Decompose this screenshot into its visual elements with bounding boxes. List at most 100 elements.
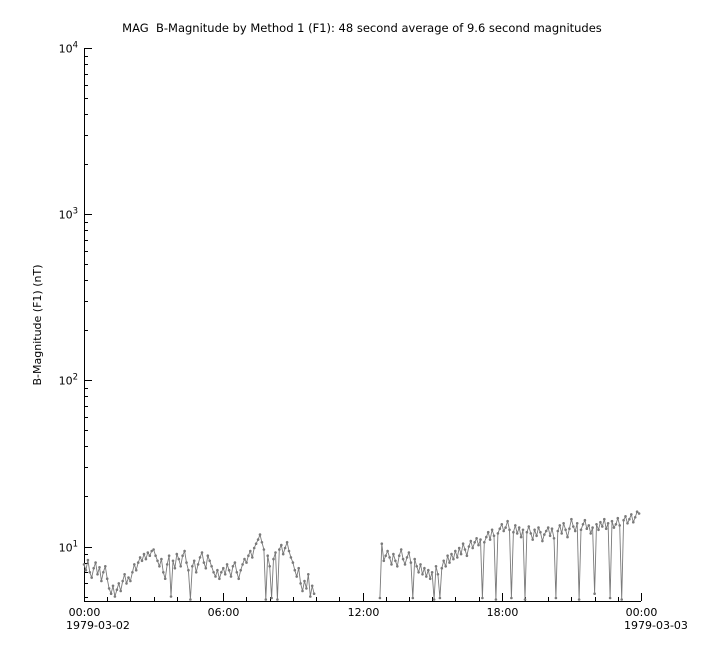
data-point-marker xyxy=(587,524,591,527)
data-point-marker xyxy=(583,518,587,522)
x-tick-label: 00:00 xyxy=(626,606,658,619)
data-point-marker xyxy=(173,566,177,570)
y-tick-label: 104 xyxy=(59,41,78,56)
data-point-marker xyxy=(100,579,103,583)
data-point-marker xyxy=(502,529,506,533)
data-point-marker xyxy=(227,568,231,572)
x-tick-label: 06:00 xyxy=(208,606,240,619)
data-point-marker xyxy=(169,595,173,598)
data-point-marker xyxy=(407,551,411,554)
data-point-marker xyxy=(566,535,569,539)
data-point-marker xyxy=(310,584,314,588)
data-point-marker xyxy=(401,557,405,561)
data-point-marker xyxy=(533,528,536,532)
data-point-marker xyxy=(212,571,215,574)
data-point-marker xyxy=(506,519,509,523)
data-point-marker xyxy=(183,549,186,553)
data-point-marker xyxy=(129,579,132,583)
data-point-marker xyxy=(179,565,182,568)
data-point-marker xyxy=(386,549,389,553)
data-point-marker xyxy=(514,524,517,527)
data-point-marker xyxy=(614,523,618,526)
data-point-marker xyxy=(272,557,275,561)
data-point-marker xyxy=(150,549,153,553)
data-point-marker xyxy=(399,548,403,551)
data-point-marker xyxy=(262,548,266,551)
data-point-marker xyxy=(206,554,210,557)
data-point-marker xyxy=(456,556,459,559)
data-point-marker xyxy=(104,565,107,568)
data-point-marker xyxy=(616,516,620,520)
data-point-marker xyxy=(425,575,428,578)
data-point-marker xyxy=(214,575,217,578)
data-point-marker xyxy=(544,529,548,533)
data-point-marker xyxy=(264,598,268,601)
data-point-marker xyxy=(628,517,631,521)
data-point-marker xyxy=(171,559,175,563)
data-point-marker xyxy=(189,598,192,601)
data-point-marker xyxy=(477,543,480,547)
data-point-marker xyxy=(295,575,299,578)
data-point-marker xyxy=(483,541,486,544)
data-line xyxy=(83,533,315,600)
data-point-marker xyxy=(572,525,575,528)
data-point-marker xyxy=(229,575,233,578)
data-point-marker xyxy=(241,563,244,566)
data-point-marker xyxy=(434,565,438,568)
data-point-marker xyxy=(390,563,393,566)
data-point-marker xyxy=(131,571,134,574)
data-point-marker xyxy=(378,596,382,600)
data-point-marker xyxy=(202,561,206,564)
data-point-marker xyxy=(260,541,264,544)
data-point-marker xyxy=(384,554,388,557)
data-point-marker xyxy=(220,571,223,574)
data-point-marker xyxy=(113,595,117,598)
data-point-marker xyxy=(299,582,302,585)
data-point-marker xyxy=(146,551,150,554)
data-point-marker xyxy=(305,587,308,590)
y-tick-label: 102 xyxy=(59,373,78,388)
data-point-marker xyxy=(198,556,202,559)
data-point-marker xyxy=(278,548,281,551)
data-point-marker xyxy=(612,526,616,529)
data-point-marker xyxy=(413,557,417,561)
data-point-marker xyxy=(527,525,531,528)
chart-title: MAG B-Magnitude by Method 1 (F1): 48 sec… xyxy=(122,21,602,35)
data-point-marker xyxy=(210,565,213,568)
x-tick-label: 00:00 xyxy=(69,606,101,619)
data-point-marker xyxy=(303,579,306,583)
data-point-marker xyxy=(249,549,252,553)
data-point-marker xyxy=(606,522,610,525)
data-point-marker xyxy=(90,576,93,579)
data-point-marker xyxy=(252,546,256,550)
data-point-marker xyxy=(490,528,494,532)
data-point-marker xyxy=(394,559,397,563)
data-point-marker xyxy=(177,557,181,561)
data-point-marker xyxy=(283,546,287,550)
data-point-marker xyxy=(281,552,285,556)
data-point-marker xyxy=(461,542,465,545)
data-point-marker xyxy=(380,542,384,545)
data-point-marker xyxy=(256,538,260,541)
data-point-marker xyxy=(469,539,473,543)
data-point-marker xyxy=(548,534,552,538)
data-point-marker xyxy=(500,523,504,526)
data-point-marker xyxy=(117,582,121,585)
data-point-marker xyxy=(448,561,451,564)
data-point-marker xyxy=(163,577,167,580)
data-point-marker xyxy=(630,513,633,516)
data-point-marker xyxy=(560,532,563,535)
data-point-marker xyxy=(579,528,583,532)
data-point-marker xyxy=(301,589,304,593)
data-point-marker xyxy=(595,523,598,526)
data-point-marker xyxy=(450,552,453,556)
data-point-marker xyxy=(194,571,198,574)
data-point-marker xyxy=(405,556,409,559)
data-point-marker xyxy=(485,535,488,539)
data-point-marker xyxy=(158,565,161,568)
data-point-marker xyxy=(218,577,221,580)
data-point-marker xyxy=(92,566,95,570)
data-point-marker xyxy=(591,526,594,529)
